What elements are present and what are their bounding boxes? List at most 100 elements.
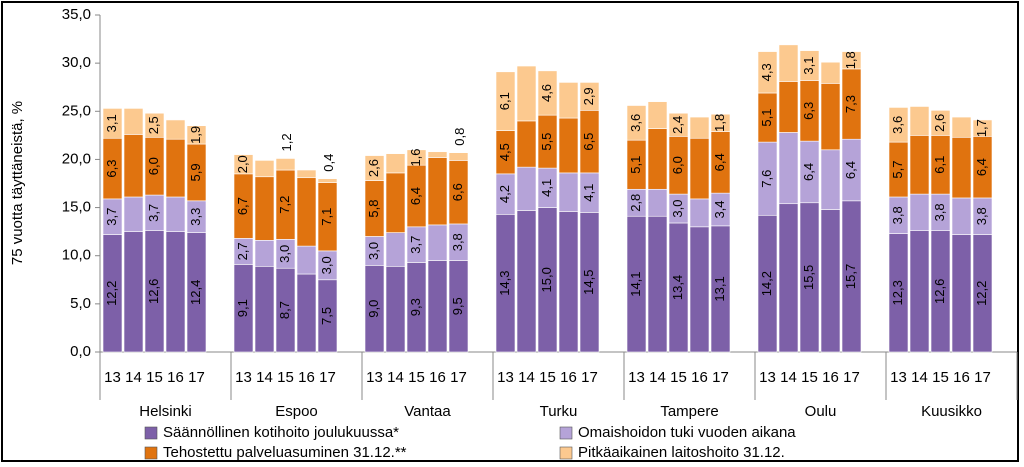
value-label: 3,7 [104,208,119,226]
value-label: 9,1 [235,299,250,317]
value-label: 0,4 [321,154,336,172]
bar-segment [820,83,841,151]
value-label: 3,1 [801,57,816,75]
legend-swatch [144,426,158,440]
value-label: 3,4 [712,200,727,218]
value-label: 5,8 [366,199,381,217]
y-tick-label: 0,0 [70,343,91,360]
value-label: 3,6 [890,116,905,134]
bar-segment [275,158,296,171]
bar-segment [186,125,207,145]
bar-segment [951,234,972,353]
value-label: 8,7 [277,301,292,319]
bar-segment [626,105,647,141]
x-tick-label: 15 [408,369,425,386]
value-label: 2,9 [581,87,596,105]
bar-segment [689,198,710,228]
bar-segment [165,119,186,140]
bar-segment [909,193,930,231]
x-tick-label: 17 [319,369,336,386]
value-label: 3,0 [366,242,381,260]
value-label: 6,4 [974,158,989,176]
value-label: 1,9 [188,126,203,144]
value-label: 2,4 [670,116,685,134]
value-label: 5,1 [759,109,774,127]
group-label: Kuusikko [921,403,982,420]
value-label: 9,3 [408,298,423,316]
value-label: 2,6 [366,159,381,177]
x-tick-label: 15 [539,369,556,386]
bar-segment [516,65,537,122]
bar-segment [123,108,144,135]
bar-segment [951,136,972,199]
bar-segment [296,177,317,247]
value-label: 6,5 [581,133,596,151]
bar-segment [385,232,406,267]
bar-segment [254,266,275,353]
bar-segment [102,108,123,139]
bar-segment [317,178,338,183]
value-label: 4,1 [539,179,554,197]
bar-segment [516,120,537,168]
group-label: Turku [540,403,578,420]
bar-segment [296,245,317,275]
value-label: 4,2 [497,185,512,203]
value-label: 12,6 [932,279,947,304]
x-tick-label: 14 [518,369,535,386]
bar-segment [778,203,799,353]
value-label: 4,6 [539,84,554,102]
y-tick-label: 25,0 [62,102,91,119]
x-tick-label: 13 [497,369,514,386]
bar-segment [647,101,668,129]
y-tick-label: 35,0 [62,6,91,23]
x-tick-label: 13 [235,369,252,386]
value-label: 1,8 [712,114,727,132]
x-tick-label: 17 [450,369,467,386]
bar-segment [558,82,579,119]
bar-segment [841,51,862,70]
value-label: 1,6 [408,148,423,166]
bar-segment [516,210,537,353]
value-label: 7,6 [759,170,774,188]
value-label: 3,3 [188,208,203,226]
bar-segment [799,50,820,81]
value-label: 4,1 [581,184,596,202]
value-label: 1,8 [843,51,858,69]
bar-segment [495,71,516,131]
value-label: 1,7 [974,119,989,137]
value-label: 3,8 [890,206,905,224]
bar-segment [385,172,406,233]
x-tick-label: 14 [125,369,142,386]
x-tick-label: 16 [822,369,839,386]
value-label: 7,3 [843,95,858,113]
bar-segment [144,112,165,138]
value-label: 6,1 [497,92,512,110]
bar-segment [516,166,537,211]
bar-segment [972,119,993,137]
group-label: Espoo [275,403,318,420]
x-tick-label: 15 [277,369,294,386]
x-tick-label: 13 [759,369,776,386]
value-label: 6,7 [235,197,250,215]
value-label: 12,4 [188,280,203,305]
x-tick-label: 17 [712,369,729,386]
bar-segment [233,154,254,175]
bar-segment [888,107,909,143]
value-label: 6,1 [932,156,947,174]
bar-segment [930,110,951,136]
legend-label: Tehostettu palveluasuminen 31.12.** [163,444,407,461]
value-label: 3,8 [974,207,989,225]
value-label: 3,8 [932,203,947,221]
x-tick-label: 16 [691,369,708,386]
x-tick-label: 16 [560,369,577,386]
bar-segment [364,155,385,181]
value-label: 15,0 [539,267,554,292]
bar-segment [427,157,448,226]
bar-segment [820,149,841,210]
value-label: 14,1 [628,271,643,296]
group-label: Helsinki [139,403,192,420]
y-tick-label: 30,0 [62,54,91,71]
bar-segment [778,81,799,133]
x-tick-label: 17 [581,369,598,386]
x-tick-label: 14 [649,369,666,386]
